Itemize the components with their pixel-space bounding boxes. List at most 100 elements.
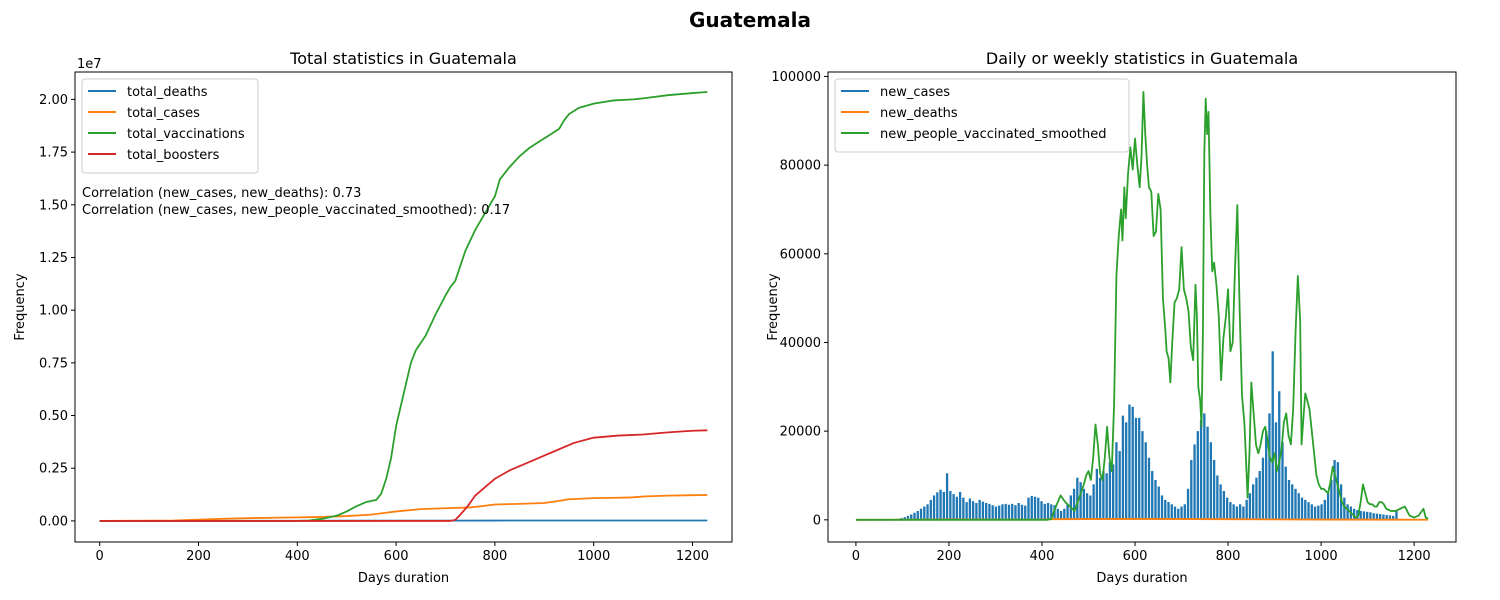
bar — [1092, 484, 1095, 520]
bar — [1199, 420, 1203, 520]
y-tick-label: 1.25 — [39, 251, 68, 266]
total-statistics-chart: Total statistics in Guatemala 0 200 400 600 8… — [13, 49, 733, 586]
bar — [1242, 506, 1245, 520]
series-line-total_vaccinations — [99, 91, 708, 522]
bar — [1294, 488, 1297, 520]
bar — [1033, 496, 1037, 520]
y-tick-label: 0.00 — [39, 514, 68, 529]
bar — [1164, 499, 1167, 520]
bar — [929, 499, 932, 520]
bar — [1385, 514, 1388, 520]
x-tick-label: 200 — [186, 549, 211, 564]
bar — [1271, 351, 1274, 520]
bar — [1170, 504, 1173, 520]
bar — [1147, 457, 1151, 520]
bar — [975, 502, 978, 520]
bar — [949, 491, 952, 520]
bar — [1115, 442, 1118, 520]
bar — [985, 502, 988, 520]
legend-label-total_deaths: total_deaths — [127, 85, 208, 100]
bar — [1339, 484, 1343, 520]
bar — [1040, 501, 1043, 520]
bar — [1011, 503, 1014, 520]
bar — [991, 505, 994, 520]
y-axis-label: Frequency — [13, 273, 28, 340]
legend-label-new_cases: new_cases — [880, 85, 950, 100]
bar — [1154, 479, 1157, 520]
bar — [1007, 504, 1011, 520]
bar — [1014, 505, 1017, 520]
legend: total_deaths total_cases total_vaccination… — [81, 78, 259, 174]
bar — [958, 491, 962, 520]
bar — [952, 494, 955, 520]
bar — [1030, 495, 1033, 520]
bar — [1212, 459, 1216, 520]
bar — [998, 505, 1001, 520]
y-tick-label: 80000 — [780, 159, 821, 174]
y-axis-label: Frequency — [766, 273, 781, 340]
bar — [1121, 415, 1125, 520]
bar — [1395, 510, 1398, 520]
bar — [1379, 514, 1382, 520]
bar — [916, 510, 919, 520]
bar — [1333, 459, 1336, 520]
bar — [1082, 488, 1086, 520]
bar — [1229, 502, 1232, 520]
bar — [1265, 431, 1268, 520]
bar — [1063, 508, 1066, 520]
bar — [1255, 477, 1258, 520]
bar — [1261, 457, 1265, 520]
bar — [1238, 504, 1242, 520]
bar — [913, 512, 916, 520]
bar — [1369, 512, 1372, 520]
bar — [939, 489, 942, 520]
bar — [932, 495, 936, 520]
bar — [906, 515, 910, 520]
bar — [1193, 444, 1196, 520]
bar — [1317, 505, 1320, 520]
bar — [1235, 506, 1239, 520]
x-tick-label: 600 — [384, 549, 409, 564]
bar — [1066, 504, 1069, 520]
bar — [1304, 499, 1307, 520]
bar — [1232, 504, 1235, 520]
y-tick-label: 1.00 — [39, 304, 68, 319]
y-tick-label: 0.75 — [39, 356, 68, 371]
bar — [1206, 426, 1209, 520]
bar — [1323, 499, 1326, 520]
daily-statistics-chart: Daily or weekly statistics in Guatemala 0… — [766, 49, 1457, 586]
y-tick-label: 60000 — [780, 247, 821, 262]
bar — [1173, 506, 1177, 520]
bar — [1043, 503, 1046, 520]
bar — [1222, 491, 1226, 520]
bar — [1343, 497, 1346, 520]
bar — [1085, 493, 1089, 520]
bar — [1326, 493, 1330, 520]
bar — [1216, 475, 1219, 520]
bar — [1388, 515, 1392, 520]
bar — [1050, 504, 1053, 520]
x-tick-label: 800 — [482, 549, 507, 564]
correlation-annotation: Correlation (new_cases, new_deaths): 0.7… — [82, 186, 361, 201]
bar — [1160, 495, 1164, 520]
y-tick-label: 1.75 — [39, 146, 68, 161]
bar — [1352, 508, 1356, 520]
legend: new_cases new_deaths new_people_vaccinated… — [834, 78, 1130, 153]
bar — [936, 492, 939, 520]
bar — [1167, 502, 1170, 520]
bar — [955, 496, 959, 520]
x-axis-label: Days duration — [358, 571, 449, 586]
bar — [1284, 466, 1287, 520]
y-tick-label: 40000 — [780, 336, 821, 351]
bar — [1330, 479, 1333, 520]
bar — [1291, 484, 1294, 520]
y-tick-label: 1.50 — [39, 198, 68, 213]
bar — [1027, 497, 1030, 520]
bar — [1307, 502, 1310, 520]
bar — [945, 473, 949, 520]
series-line-total_boosters — [99, 429, 708, 522]
legend-box — [81, 78, 259, 174]
bar — [1095, 468, 1099, 520]
bar — [942, 491, 945, 520]
series-line-total_cases — [99, 494, 708, 522]
